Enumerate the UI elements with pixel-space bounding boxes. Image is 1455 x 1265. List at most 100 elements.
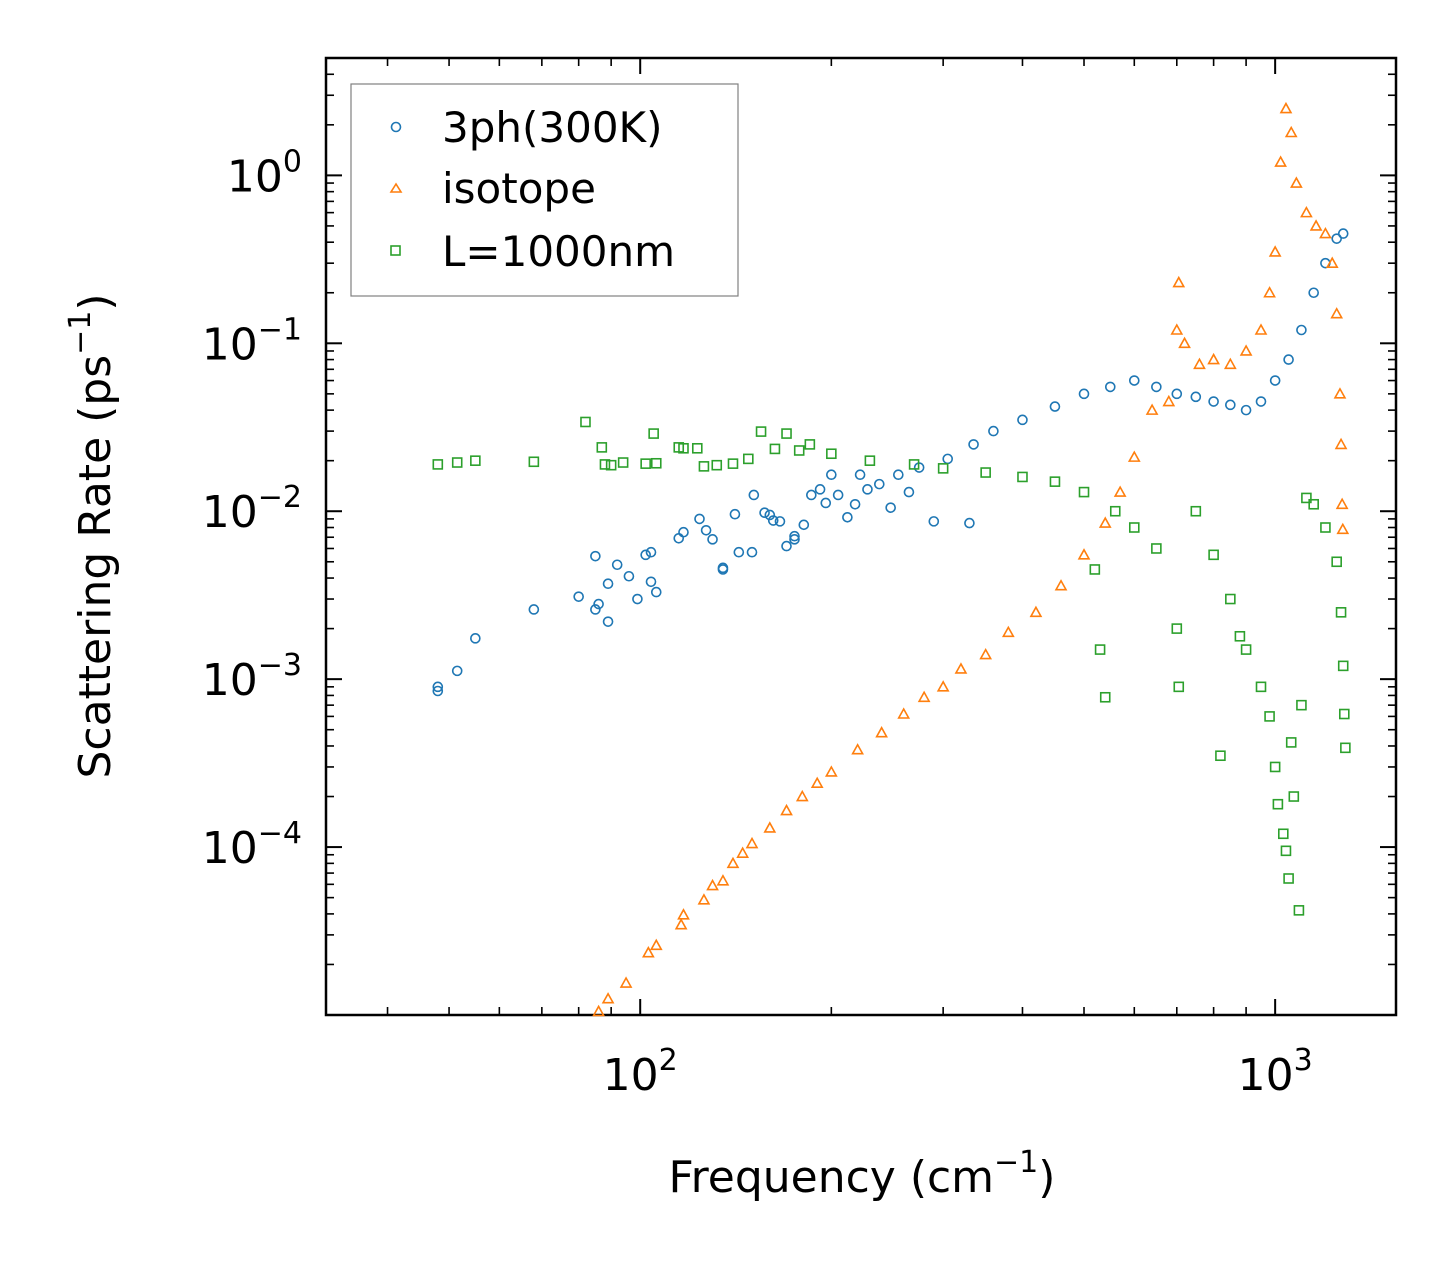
legend-label-3ph: 3ph(300K): [442, 103, 662, 152]
data-point: [1335, 497, 1349, 510]
data-point: [650, 586, 662, 598]
data-point: [795, 789, 809, 802]
data-point: [759, 507, 770, 518]
data-point: [678, 442, 689, 454]
data-point: [677, 908, 690, 920]
data-point: [645, 546, 657, 558]
data-point: [789, 534, 800, 545]
data-point: [727, 458, 739, 469]
data-point: [1240, 404, 1252, 416]
data-point: [640, 549, 651, 561]
data-point: [1239, 344, 1253, 356]
data-point: [810, 776, 824, 789]
data-point: [1283, 354, 1294, 365]
data-point: [599, 459, 611, 470]
legend-marker-3ph: [390, 121, 402, 133]
data-point: [1274, 155, 1287, 167]
data-point: [650, 457, 662, 469]
data-point: [590, 604, 601, 615]
data-point: [648, 428, 659, 439]
x-axis-label-text: Frequency (cm: [669, 1152, 995, 1203]
data-point: [1193, 357, 1206, 370]
data-point: [1254, 323, 1268, 335]
data-point: [694, 513, 705, 525]
data-point: [470, 633, 481, 644]
data-point: [1278, 828, 1289, 840]
data-point: [1288, 791, 1300, 802]
data-point: [596, 442, 608, 453]
data-point: [580, 416, 591, 428]
data-point: [1190, 505, 1202, 517]
data-point: [748, 489, 760, 501]
data-point: [640, 458, 651, 469]
data-point: [451, 457, 463, 468]
data-point: [1099, 691, 1111, 703]
data-point: [528, 604, 540, 615]
data-point: [804, 439, 816, 450]
data-point: [1330, 307, 1344, 319]
data-point: [590, 550, 601, 562]
data-point: [1269, 375, 1281, 386]
data-point: [1290, 176, 1303, 188]
data-point: [862, 484, 873, 495]
data-point: [674, 918, 688, 930]
data-point: [700, 524, 712, 536]
data-point: [964, 517, 975, 529]
data-point: [806, 489, 817, 501]
data-point: [1335, 607, 1347, 618]
data-point: [1338, 708, 1350, 720]
data-point: [1255, 681, 1267, 693]
data-point: [937, 463, 949, 474]
data-point: [1049, 401, 1061, 412]
y-tick-label: 10−3: [202, 648, 302, 706]
data-point: [826, 469, 837, 481]
data-point: [1325, 256, 1339, 268]
data-point: [698, 461, 710, 472]
data-point: [1171, 388, 1183, 400]
data-point: [1285, 737, 1297, 748]
legend-box: [350, 83, 739, 297]
data-point: [1301, 492, 1312, 504]
data-point: [649, 938, 663, 951]
data-point: [1190, 391, 1202, 403]
data-point: [1145, 403, 1159, 415]
legend-label-boundary: L=1000nm: [442, 227, 675, 276]
x-tick-label: 103: [1238, 1043, 1313, 1101]
series-isotope: [592, 101, 1350, 1017]
data-point: [1207, 352, 1220, 365]
data-point: [1223, 357, 1237, 370]
y-tick-label: 10−4: [202, 816, 302, 874]
data-point: [793, 445, 805, 456]
data-point: [1172, 275, 1186, 288]
data-point: [1029, 605, 1043, 618]
data-point: [697, 893, 711, 905]
data-point: [593, 598, 604, 610]
data-point: [942, 453, 954, 465]
y-tick-label: 10−1: [202, 312, 302, 370]
data-point: [470, 455, 481, 466]
data-point: [1098, 516, 1112, 528]
legend-marker-boundary: [390, 245, 401, 256]
data-point: [1283, 873, 1294, 884]
data-point: [781, 540, 792, 552]
data-point: [1272, 798, 1284, 810]
data-point: [897, 707, 911, 719]
data-point: [936, 680, 950, 692]
data-point: [1320, 522, 1331, 533]
data-point: [824, 765, 838, 777]
data-point: [573, 591, 584, 602]
data-point: [1293, 905, 1305, 916]
y-axis-label-sup: −1: [63, 311, 98, 355]
data-point: [763, 821, 777, 833]
data-point: [611, 559, 623, 571]
data-point: [1225, 593, 1236, 605]
data-point: [1319, 226, 1332, 239]
data-point: [1284, 125, 1298, 138]
data-point: [1279, 101, 1293, 114]
data-point: [781, 428, 792, 439]
data-point: [602, 616, 614, 627]
data-point: [605, 459, 617, 471]
data-point: [1178, 336, 1191, 349]
data-point: [885, 502, 896, 513]
data-point: [849, 498, 861, 510]
